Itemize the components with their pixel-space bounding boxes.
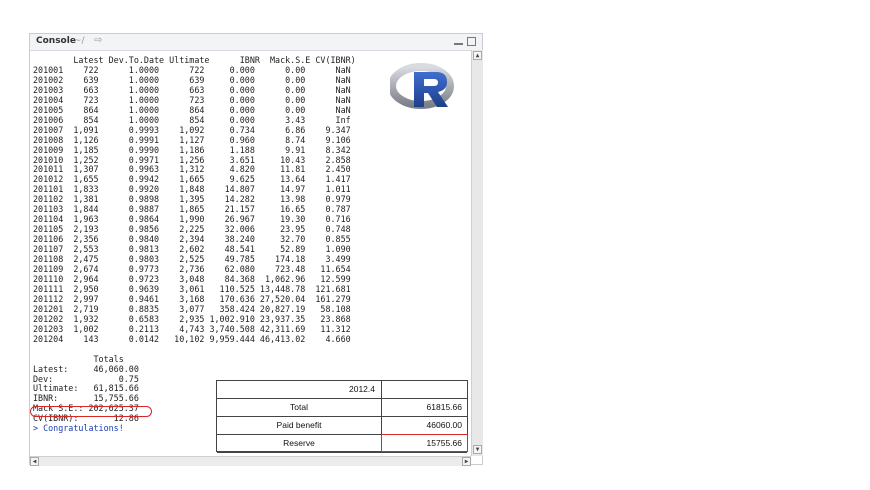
maximize-icon[interactable] bbox=[467, 37, 476, 46]
summary-label: Total bbox=[217, 399, 382, 416]
table-row: 201103 1,844 0.9887 1,865 21.157 16.65 0… bbox=[33, 204, 351, 215]
totals-line: Latest: 46,060.00 bbox=[33, 363, 139, 374]
table-row: 201111 2,950 0.9639 3,061 110.525 13,448… bbox=[33, 283, 351, 294]
table-row: 201010 1,252 0.9971 1,256 3.651 10.43 2.… bbox=[33, 154, 351, 165]
scroll-right-icon[interactable]: ▶ bbox=[462, 457, 471, 466]
summary-row-paid: Paid benefit 46060.00 bbox=[217, 417, 467, 435]
console-message: > Congratulations! bbox=[33, 423, 124, 434]
table-row: 201204 143 0.0142 10,102 9,959.444 46,41… bbox=[33, 333, 351, 344]
table-row: 201006 854 1.0000 854 0.000 3.43 Inf bbox=[33, 114, 351, 125]
console-output[interactable]: Latest Dev.To.Date Ultimate IBNR Mack.S.… bbox=[33, 55, 356, 434]
table-row: 201002 639 1.0000 639 0.000 0.00 NaN bbox=[33, 74, 351, 85]
table-row: 201005 864 1.0000 864 0.000 0.00 NaN bbox=[33, 104, 351, 115]
reserve-highlight-box bbox=[381, 434, 468, 452]
table-row: 201107 2,553 0.9813 2,602 48.541 52.89 1… bbox=[33, 244, 351, 255]
table-row: 201004 723 1.0000 723 0.000 0.00 NaN bbox=[33, 94, 351, 105]
summary-value: 15755.66 bbox=[426, 438, 462, 448]
table-row: 201108 2,475 0.9803 2,525 49.785 174.18 … bbox=[33, 254, 351, 265]
table-row: 201105 2,193 0.9856 2,225 32.006 23.95 0… bbox=[33, 224, 351, 235]
table-row: 201001 722 1.0000 722 0.000 0.00 NaN bbox=[33, 64, 351, 75]
ibnr-highlight-oval bbox=[30, 406, 152, 417]
table-row: 201203 1,002 0.2113 4,743 3,740.508 42,3… bbox=[33, 323, 351, 334]
totals-header: Totals bbox=[33, 353, 124, 364]
table-row: 201003 663 1.0000 663 0.000 0.00 NaN bbox=[33, 84, 351, 95]
table-row: 201112 2,997 0.9461 3,168 170.636 27,520… bbox=[33, 293, 351, 304]
minimize-icon[interactable] bbox=[454, 37, 463, 46]
totals-line: Ultimate: 61,815.66 bbox=[33, 383, 139, 394]
totals-line: Dev: 0.75 bbox=[33, 373, 139, 384]
table-row: 201012 1,655 0.9942 1,665 9.625 13.64 1.… bbox=[33, 174, 351, 185]
r-logo-icon bbox=[390, 63, 454, 109]
console-title[interactable]: Console bbox=[36, 36, 76, 46]
working-directory[interactable]: ~/ bbox=[74, 36, 85, 46]
table-row: 201106 2,356 0.9840 2,394 38.240 32.70 0… bbox=[33, 234, 351, 245]
totals-line-ibnr: IBNR: 15,755.66 bbox=[33, 393, 139, 404]
horizontal-scrollbar[interactable]: ◀ ▶ bbox=[30, 456, 471, 466]
summary-value: 46060.00 bbox=[426, 420, 462, 430]
summary-header-row: 2012.4 bbox=[217, 381, 467, 399]
summary-label: Reserve bbox=[217, 435, 382, 452]
table-row: 201201 2,719 0.8835 3,077 358.424 20,827… bbox=[33, 303, 351, 314]
table-row: 201109 2,674 0.9773 2,736 62.080 723.48 … bbox=[33, 264, 351, 275]
console-titlebar: Console ~/ ⇨ bbox=[30, 34, 482, 51]
summary-period: 2012.4 bbox=[217, 381, 382, 398]
table-row: 201102 1,381 0.9898 1,395 14.282 13.98 0… bbox=[33, 194, 351, 205]
scroll-left-icon[interactable]: ◀ bbox=[30, 457, 39, 466]
table-row: 201008 1,126 0.9991 1,127 0.960 8.74 9.1… bbox=[33, 134, 351, 145]
summary-table: 2012.4 Total 61815.66 Paid benefit 46060… bbox=[216, 380, 468, 453]
table-header: Latest Dev.To.Date Ultimate IBNR Mack.S.… bbox=[33, 55, 356, 65]
vertical-scrollbar[interactable]: ▲ ▼ bbox=[471, 50, 483, 456]
summary-row-total: Total 61815.66 bbox=[217, 399, 467, 417]
go-to-directory-icon[interactable]: ⇨ bbox=[94, 35, 103, 46]
totals-line: Mack S.E.: 202,625.37 bbox=[33, 403, 139, 414]
scroll-down-icon[interactable]: ▼ bbox=[473, 445, 482, 454]
table-row: 201202 1,932 0.6583 2,935 1,002.910 23,9… bbox=[33, 313, 351, 324]
table-row: 201011 1,307 0.9963 1,312 4.820 11.81 2.… bbox=[33, 164, 351, 175]
totals-line: CV(IBNR): 12.86 bbox=[33, 413, 139, 424]
scroll-up-icon[interactable]: ▲ bbox=[473, 51, 482, 60]
summary-label: Paid benefit bbox=[217, 417, 382, 434]
table-row: 201007 1,091 0.9993 1,092 0.734 6.86 9.3… bbox=[33, 124, 351, 135]
table-row: 201104 1,963 0.9864 1,990 26.967 19.30 0… bbox=[33, 214, 351, 225]
summary-header-blank bbox=[382, 381, 467, 398]
summary-value: 61815.66 bbox=[426, 402, 462, 412]
table-row: 201110 2,964 0.9723 3,048 84.368 1,062.9… bbox=[33, 273, 351, 284]
table-row: 201009 1,185 0.9990 1,186 1.188 9.91 8.3… bbox=[33, 144, 351, 155]
table-row: 201101 1,833 0.9920 1,848 14.807 14.97 1… bbox=[33, 184, 351, 195]
